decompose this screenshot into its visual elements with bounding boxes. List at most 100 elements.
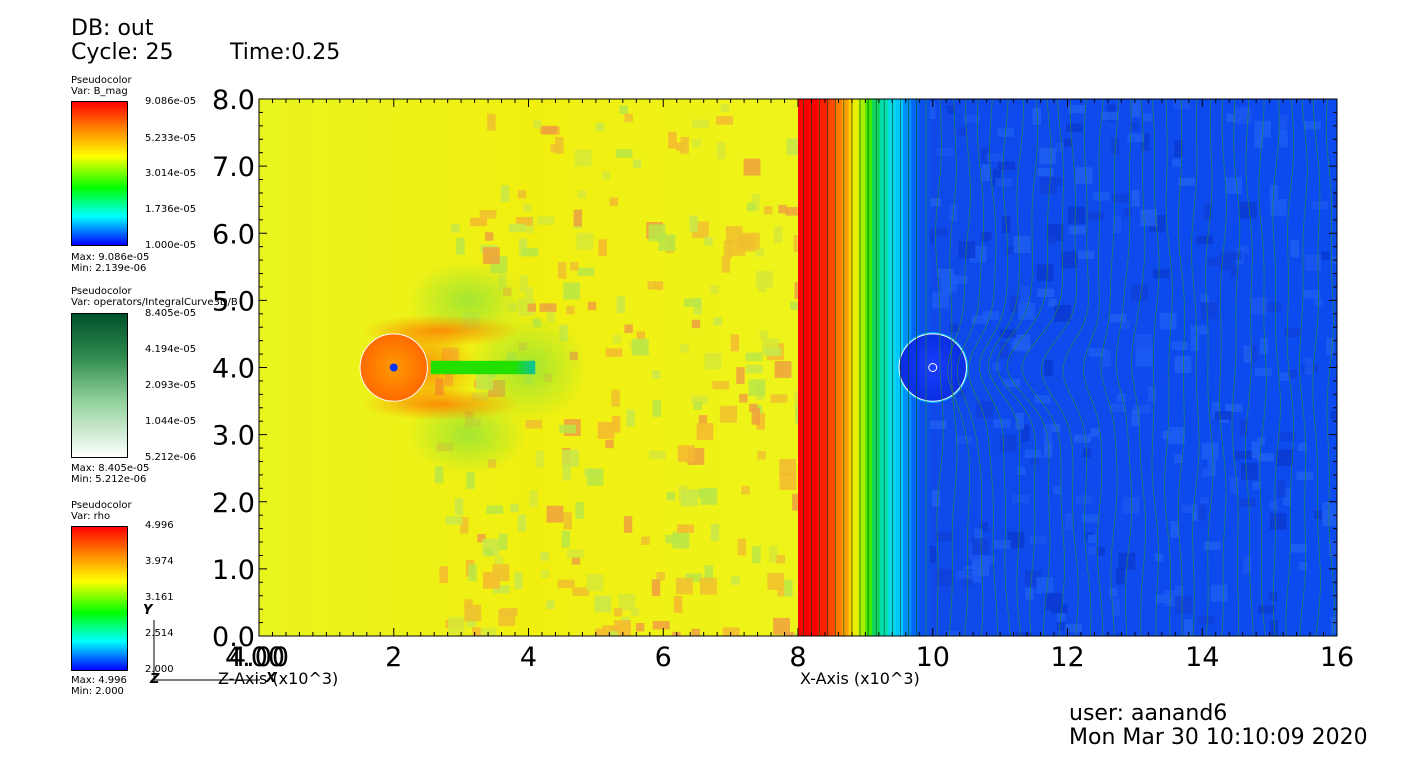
bmag-cell (1298, 442, 1307, 452)
rho-cell (615, 149, 633, 158)
rho-cell (624, 113, 633, 123)
bmag-cell (1122, 496, 1140, 514)
axis-tick-labels: 0.0 1.0 2.0 3.0 4.0 5.0 6.0 7.0 8.0 4.00 2 4 6 4.00 8 1… (212, 85, 1354, 673)
bmag-cell (1152, 269, 1170, 279)
legend-rho-tick: 3.161 (145, 592, 174, 603)
rho-cell (479, 627, 497, 636)
bmag-cell (981, 164, 990, 182)
rho-cell (665, 534, 683, 544)
rho-cell (514, 572, 523, 590)
rho-cell (546, 600, 555, 609)
bmag-cell (1109, 313, 1127, 323)
field-line (988, 99, 1024, 636)
bmag-cell (1096, 547, 1105, 556)
bmag-cell (1302, 290, 1320, 299)
bmag-cell (1087, 534, 1097, 544)
rho-cell (748, 379, 766, 397)
bmag-cell (1277, 480, 1286, 498)
rho-cell (456, 237, 465, 255)
field-line (1177, 99, 1186, 636)
field-line (1258, 99, 1267, 636)
bmag-cell (951, 275, 968, 285)
rho-cell (737, 538, 747, 556)
rho-cell (439, 566, 448, 584)
bmag-band (841, 99, 850, 636)
rho-cell (519, 275, 529, 292)
rho-cell (525, 420, 543, 429)
bmag-cell (992, 168, 1002, 186)
bmag-cell (955, 570, 973, 579)
bmag-cell (1111, 599, 1121, 617)
bmag-cell (1168, 427, 1185, 444)
bmag-cell (993, 419, 1011, 428)
bmag-cell (1039, 177, 1057, 195)
bmag-cell (1143, 113, 1152, 122)
rho-cell (563, 512, 572, 530)
field-line (1021, 99, 1065, 636)
rho-cell (641, 536, 650, 545)
rho-cell (720, 405, 738, 423)
bmag-cell (1102, 350, 1111, 367)
rho-cell (651, 579, 661, 597)
rho-cell (605, 348, 623, 357)
rho-cell (595, 628, 604, 636)
bmag-cell (1250, 297, 1268, 315)
bmag-cell (922, 228, 940, 238)
bmag-cell (1048, 298, 1057, 307)
bmag-cell (1135, 334, 1153, 352)
x-tick-label-right: 8 (789, 642, 806, 673)
bmag-band (798, 99, 819, 636)
bmag-cell (1075, 167, 1093, 185)
rho-cell (540, 569, 550, 579)
rho-cell (557, 262, 567, 279)
rho-cell (595, 122, 605, 132)
bmag-cell (1024, 449, 1042, 459)
rho-cell (587, 301, 597, 311)
legend-ic-max: Max: 8.405e-05 (71, 463, 150, 474)
rho-cell (632, 159, 642, 168)
rho-cell (612, 415, 621, 433)
rho-obstacle-core (389, 363, 398, 372)
bmag-cell (1251, 441, 1260, 459)
bmag-cell (958, 127, 967, 136)
rho-cell (730, 334, 740, 352)
bmag-cell (924, 198, 942, 207)
bmag-cell (1110, 138, 1120, 155)
bmag-cell (1252, 481, 1261, 490)
rho-cell (784, 579, 793, 597)
legend-ic-var: Var: operators/IntegralCurve3D/B (71, 297, 238, 308)
rho-cell (485, 232, 494, 241)
x-tick-label-left: 6 (655, 642, 672, 673)
triad-x-label: X (266, 671, 277, 686)
bmag-cell (1225, 177, 1243, 195)
rho-cell (751, 407, 760, 425)
rho-cell (508, 223, 526, 233)
rho-cell (464, 604, 482, 622)
axis-triad (153, 620, 260, 681)
rho-cell (774, 226, 783, 244)
bmag-cell (983, 556, 992, 566)
bmag-cell (1204, 541, 1221, 550)
rho-cell (794, 390, 799, 408)
field-line (957, 99, 984, 636)
bmag-cell (1131, 189, 1140, 207)
bmag-cell (1108, 588, 1117, 597)
rho-cell (652, 621, 670, 630)
bmag-cell (1326, 337, 1335, 355)
y-tick-label: 7.0 (212, 152, 255, 183)
bmag-cell (937, 268, 954, 278)
bmag-obstacle-core (928, 363, 938, 372)
b-mag-panel (798, 99, 1337, 636)
bmag-cell (1322, 502, 1337, 520)
legend-b-mag-tick: 3.014e-05 (145, 168, 197, 179)
field-line (1245, 99, 1254, 636)
bmag-cell (1141, 133, 1150, 151)
rho-cell (482, 247, 500, 265)
rho-cell (704, 237, 713, 246)
rho-cell (566, 549, 584, 558)
rho-cell (631, 338, 649, 356)
bmag-cell (1234, 107, 1252, 124)
rho-cell (698, 415, 708, 424)
bmag-cell (1082, 448, 1092, 458)
bmag-cell (1321, 251, 1330, 261)
